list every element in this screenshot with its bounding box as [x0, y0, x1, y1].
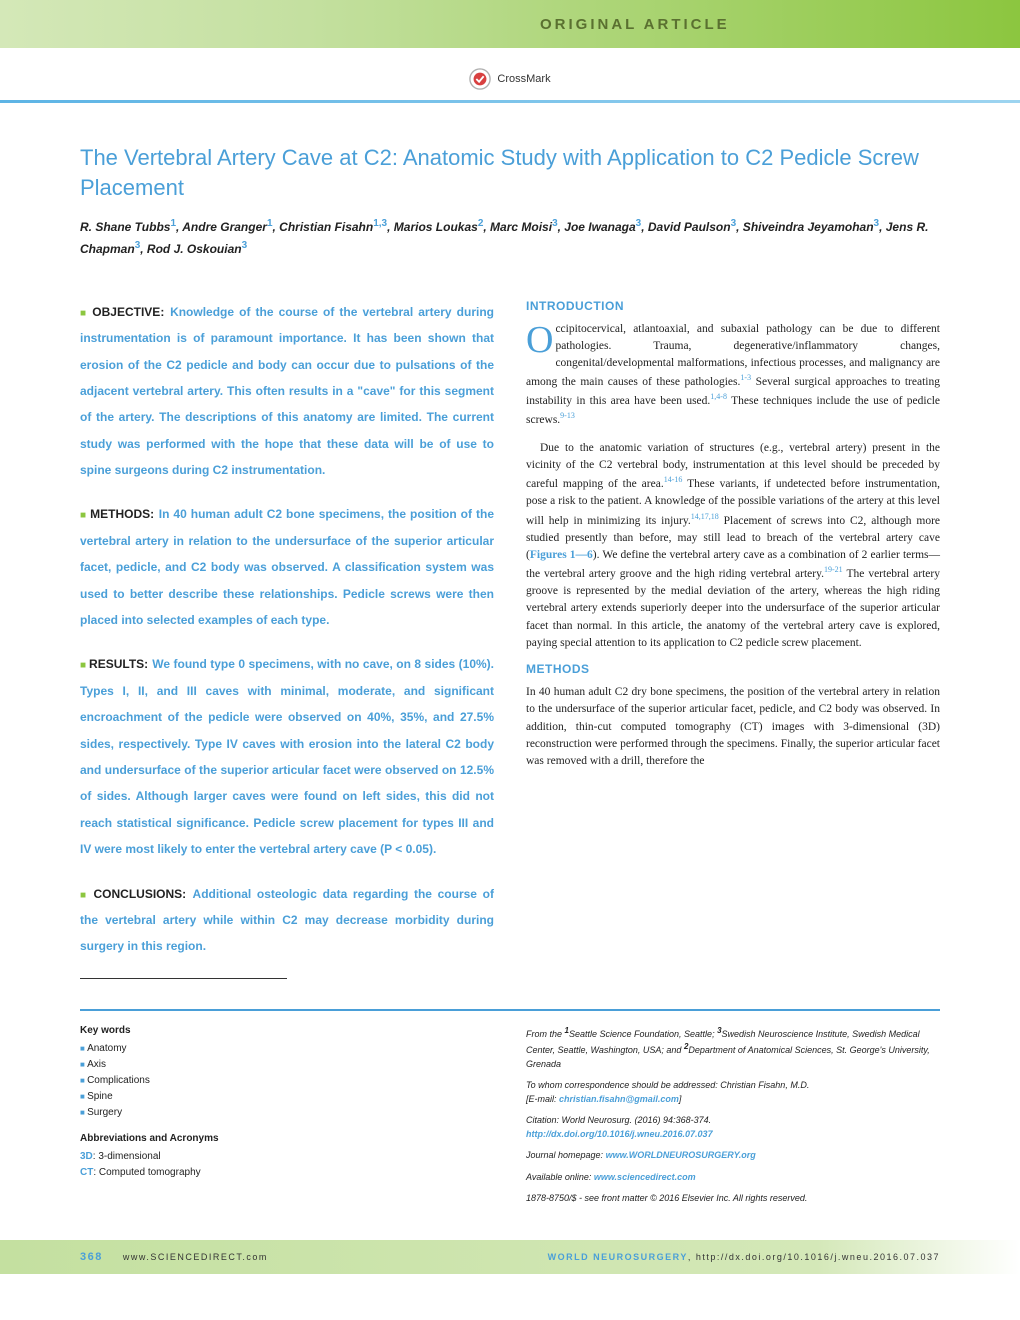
- email-link[interactable]: christian.fisahn@gmail.com: [559, 1094, 679, 1104]
- intro-paragraph-2: Due to the anatomic variation of structu…: [526, 440, 940, 652]
- abbrev-item: 3D: 3-dimensional: [80, 1149, 494, 1165]
- copyright: 1878-8750/$ - see front matter © 2016 El…: [526, 1192, 940, 1206]
- page-footer: 368 www.SCIENCEDIRECT.com WORLD NEUROSUR…: [0, 1240, 1020, 1274]
- header-bar: Original Article: [0, 0, 1020, 48]
- abstract-end-rule: [80, 978, 287, 979]
- crossmark-badge[interactable]: CrossMark: [469, 68, 550, 90]
- affiliations-block: From the 1Seattle Science Foundation, Se…: [526, 1025, 940, 1214]
- abstract-label: CONCLUSIONS:: [80, 887, 186, 901]
- keyword-item: Surgery: [80, 1105, 494, 1121]
- citation: Citation: World Neurosurg. (2016) 94:368…: [526, 1114, 940, 1141]
- intro-paragraph-1: Occipitocervical, atlantoaxial, and suba…: [526, 321, 940, 430]
- affiliations-from: From the 1Seattle Science Foundation, Se…: [526, 1025, 940, 1072]
- methods-heading: METHODS: [526, 662, 940, 676]
- homepage-link[interactable]: www.WORLDNEUROSURGERY.org: [606, 1150, 756, 1160]
- abstract-methods: METHODS: In 40 human adult C2 bone speci…: [80, 501, 494, 633]
- abstract-objective: OBJECTIVE: Knowledge of the course of th…: [80, 299, 494, 484]
- available: Available online: www.sciencedirect.com: [526, 1171, 940, 1185]
- right-column: INTRODUCTION Occipitocervical, atlantoax…: [526, 299, 940, 979]
- correspondence: To whom correspondence should be address…: [526, 1079, 940, 1106]
- abbrev-list: 3D: 3-dimensionalCT: Computed tomography: [80, 1149, 494, 1181]
- crossmark-text: CrossMark: [497, 73, 550, 85]
- crossmark-row: CrossMark: [0, 48, 1020, 100]
- doi-link[interactable]: http://dx.doi.org/10.1016/j.wneu.2016.07…: [526, 1129, 713, 1139]
- abstract-results: RESULTS: We found type 0 specimens, with…: [80, 651, 494, 862]
- keywords-list: AnatomyAxisComplicationsSpineSurgery: [80, 1041, 494, 1121]
- keyword-item: Anatomy: [80, 1041, 494, 1057]
- sciencedirect-url: www.SCIENCEDIRECT.com: [123, 1252, 268, 1262]
- article-title: The Vertebral Artery Cave at C2: Anatomi…: [80, 143, 940, 202]
- section-label: Original Article: [540, 16, 730, 33]
- left-column: OBJECTIVE: Knowledge of the course of th…: [80, 299, 494, 979]
- abstract-label: RESULTS:: [80, 657, 148, 671]
- keyword-item: Axis: [80, 1057, 494, 1073]
- keyword-item: Spine: [80, 1089, 494, 1105]
- journal-footer: WORLD NEUROSURGERY, http://dx.doi.org/10…: [548, 1252, 940, 1262]
- methods-paragraph-1: In 40 human adult C2 dry bone specimens,…: [526, 684, 940, 770]
- two-column-layout: OBJECTIVE: Knowledge of the course of th…: [80, 299, 940, 979]
- content: The Vertebral Artery Cave at C2: Anatomi…: [0, 143, 1020, 1214]
- abstract-label: OBJECTIVE:: [80, 305, 164, 319]
- available-link[interactable]: www.sciencedirect.com: [594, 1172, 696, 1182]
- abbrev-item: CT: Computed tomography: [80, 1165, 494, 1181]
- homepage: Journal homepage: www.WORLDNEUROSURGERY.…: [526, 1149, 940, 1163]
- keywords-title: Key words: [80, 1025, 494, 1036]
- page: Original Article CrossMark The Vertebral…: [0, 0, 1020, 1320]
- authors: R. Shane Tubbs1, Andre Granger1, Christi…: [80, 216, 940, 258]
- keyword-item: Complications: [80, 1073, 494, 1089]
- abstract-text: In 40 human adult C2 bone specimens, the…: [80, 507, 494, 627]
- keywords-block: Key words AnatomyAxisComplicationsSpineS…: [80, 1025, 494, 1214]
- abstract-conclusions: CONCLUSIONS: Additional osteologic data …: [80, 881, 494, 960]
- abstract-text: Knowledge of the course of the vertebral…: [80, 305, 494, 477]
- intro-heading: INTRODUCTION: [526, 299, 940, 313]
- abstract-text: We found type 0 specimens, with no cave,…: [80, 657, 494, 856]
- abstract-label: METHODS:: [80, 507, 154, 521]
- page-number: 368: [80, 1251, 103, 1263]
- divider-line: [0, 100, 1020, 103]
- abbrev-title: Abbreviations and Acronyms: [80, 1133, 494, 1144]
- footer-area: Key words AnatomyAxisComplicationsSpineS…: [80, 1009, 940, 1214]
- crossmark-icon: [469, 68, 491, 90]
